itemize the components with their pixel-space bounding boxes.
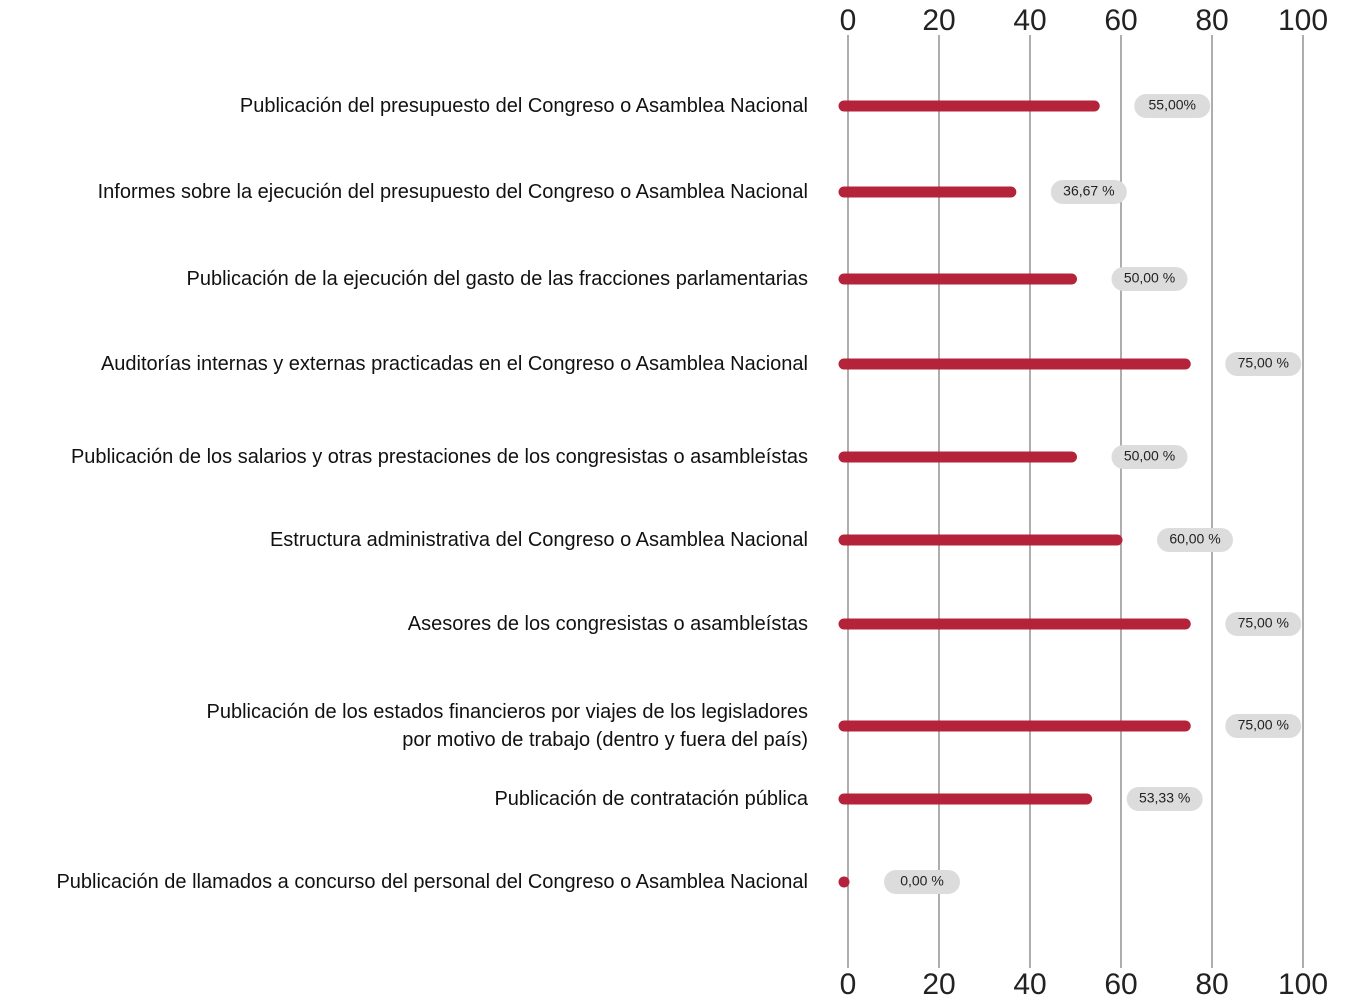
x-tick-label: 20 [922, 4, 955, 37]
category-label: Publicación de contratación pública [494, 788, 808, 810]
x-tick-label: 40 [1013, 4, 1046, 37]
value-label: 75,00 % [1225, 352, 1302, 376]
value-label-pill [1225, 352, 1302, 376]
x-tick-label: 80 [1195, 4, 1228, 37]
x-tick-label: 20 [922, 968, 955, 1001]
x-tick-label: 100 [1278, 4, 1328, 37]
value-label-pill [1134, 94, 1211, 118]
category-label: Publicación de los salarios y otras pres… [70, 446, 808, 468]
value-label-text: 50,00 % [1124, 270, 1175, 286]
x-tick-label: 100 [1278, 968, 1328, 1001]
value-label: 36,67 % [1050, 180, 1127, 204]
value-label: 50,00 % [1111, 267, 1188, 291]
value-label-pill [1111, 267, 1188, 291]
x-tick-label: 0 [840, 4, 857, 37]
category-label: Auditorías internas y externas practicad… [100, 353, 808, 375]
value-label-text: 50,00 % [1124, 448, 1175, 464]
value-label: 75,00 % [1225, 612, 1302, 636]
category-label: Publicación de los estados financieros p… [206, 701, 808, 751]
value-label-text: 75,00 % [1238, 717, 1289, 733]
value-label: 53,33 % [1126, 787, 1203, 811]
x-tick-label: 60 [1104, 968, 1137, 1001]
x-tick-label: 0 [840, 968, 857, 1001]
value-label-pill [1157, 528, 1233, 552]
value-label-text: 0,00 % [900, 873, 944, 889]
category-label: Asesores de los congresistas o asambleís… [407, 613, 808, 635]
category-label: Publicación de llamados a concurso del p… [56, 871, 808, 893]
category-label: Publicación de la ejecución del gasto de… [186, 268, 808, 290]
value-label-text: 60,00 % [1169, 531, 1220, 547]
value-label-text: 75,00 % [1238, 615, 1289, 631]
value-label-pill [1225, 714, 1302, 738]
x-tick-label: 40 [1013, 968, 1046, 1001]
value-label-pill [1111, 445, 1188, 469]
category-label: Publicación del presupuesto del Congreso… [239, 95, 808, 117]
value-label-pill [1225, 612, 1302, 636]
x-tick-label: 80 [1195, 968, 1228, 1001]
category-label: Estructura administrativa del Congreso o… [269, 529, 808, 551]
value-label: 60,00 % [1157, 528, 1233, 552]
value-label: 75,00 % [1225, 714, 1302, 738]
x-tick-label: 60 [1104, 4, 1137, 37]
value-label-pill [884, 870, 960, 894]
value-label-text: 53,33 % [1139, 790, 1190, 806]
value-label-text: 36,67 % [1063, 183, 1114, 199]
value-label-pill [1050, 180, 1127, 204]
category-label: Informes sobre la ejecución del presupue… [97, 181, 808, 203]
value-label-text: 55,00% [1149, 97, 1196, 113]
value-label: 0,00 % [884, 870, 960, 894]
value-label: 55,00% [1134, 94, 1211, 118]
value-label: 50,00 % [1111, 445, 1188, 469]
value-label-pill [1126, 787, 1203, 811]
value-label-text: 75,00 % [1238, 355, 1289, 371]
